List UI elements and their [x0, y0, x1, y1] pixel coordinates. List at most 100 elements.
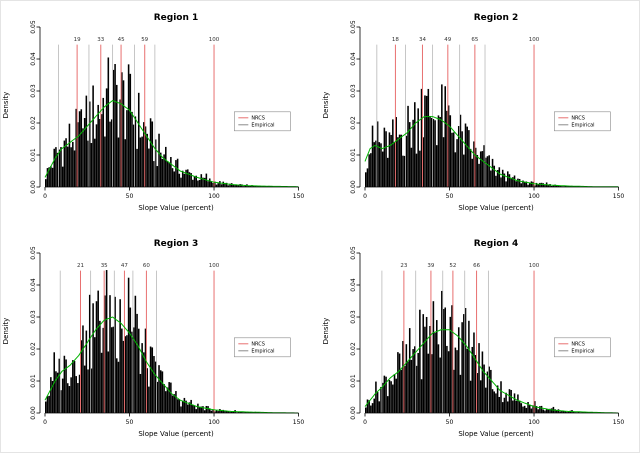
histogram-bars — [45, 270, 260, 413]
svg-text:150: 150 — [613, 193, 625, 200]
chart-region-1: Region 1 Density 19 33 45 59 100 0 50 100 150 0.0… — [1, 1, 321, 227]
chart-svg: 19 33 45 59 100 0 50 100 150 0.00 0.01 0.02 0.03 0.04… — [30, 20, 304, 200]
axes — [36, 252, 299, 417]
svg-text:65: 65 — [471, 37, 478, 43]
legend-entry-label: Empirical — [571, 123, 594, 129]
svg-text:66: 66 — [473, 263, 480, 269]
svg-text:150: 150 — [293, 193, 305, 200]
svg-text:100: 100 — [528, 419, 540, 426]
svg-text:0.00: 0.00 — [30, 180, 37, 194]
svg-text:0.01: 0.01 — [350, 148, 357, 162]
histogram-bars — [365, 290, 594, 413]
threshold-labels: 21 35 47 60 100 — [77, 263, 220, 269]
svg-text:0.02: 0.02 — [350, 116, 357, 130]
tick-labels: 0 50 100 150 0.00 0.01 0.02 0.03 0.04 0.05 — [350, 246, 624, 426]
nrcs-lines — [76, 44, 215, 187]
chart-svg: 23 39 52 66 100 0 50 100 150 0.00 0.01 0.02 0.03 0.04… — [350, 246, 624, 426]
svg-text:100: 100 — [529, 263, 540, 269]
svg-text:100: 100 — [208, 193, 220, 200]
x-axis-label: Slope Value (percent) — [458, 204, 534, 212]
density-curve — [44, 316, 299, 414]
svg-text:45: 45 — [118, 37, 125, 43]
svg-text:0.03: 0.03 — [350, 310, 357, 324]
axes — [36, 26, 299, 191]
svg-text:49: 49 — [444, 37, 451, 43]
svg-text:100: 100 — [209, 37, 220, 43]
svg-text:0: 0 — [43, 419, 47, 426]
svg-text:0.05: 0.05 — [30, 20, 37, 34]
svg-text:0.04: 0.04 — [30, 278, 37, 292]
svg-text:60: 60 — [143, 263, 150, 269]
svg-text:0.02: 0.02 — [30, 342, 37, 356]
svg-text:0: 0 — [363, 193, 367, 200]
svg-text:0.02: 0.02 — [350, 342, 357, 356]
legend-entry-label: NRCS — [571, 116, 585, 122]
legend-entry-label: Empirical — [251, 123, 274, 129]
svg-text:50: 50 — [446, 419, 454, 426]
x-axis-label: Slope Value (percent) — [458, 430, 534, 438]
svg-text:50: 50 — [446, 193, 454, 200]
tick-labels: 0 50 100 150 0.00 0.01 0.02 0.03 0.04 0.05 — [30, 246, 304, 426]
chart-title: Region 3 — [153, 239, 199, 249]
legend-entry-label: NRCS — [251, 342, 265, 348]
svg-text:0: 0 — [43, 193, 47, 200]
empirical-lines — [381, 270, 489, 413]
svg-text:100: 100 — [529, 37, 540, 43]
svg-text:150: 150 — [613, 419, 625, 426]
legend-entry-label: NRCS — [571, 342, 585, 348]
legend-entry-label: Empirical — [251, 349, 274, 355]
empirical-lines — [58, 44, 156, 187]
svg-text:0.05: 0.05 — [350, 246, 357, 260]
chart-region-4: Region 4 Density 23 39 52 66 100 0 50 100 150 0.0… — [321, 227, 640, 453]
chart-title: Region 1 — [153, 13, 199, 23]
nrcs-lines — [79, 270, 215, 413]
axes — [356, 26, 619, 191]
nrcs-lines — [394, 44, 535, 187]
threshold-labels: 23 39 52 66 100 — [400, 263, 539, 269]
histogram-bars — [365, 84, 580, 187]
svg-text:19: 19 — [74, 37, 81, 43]
svg-text:0.03: 0.03 — [30, 84, 37, 98]
svg-text:0.01: 0.01 — [30, 148, 37, 162]
tick-labels: 0 50 100 150 0.00 0.01 0.02 0.03 0.04 0.05 — [30, 20, 304, 200]
svg-text:100: 100 — [528, 193, 540, 200]
density-curve — [364, 329, 619, 414]
empirical-lines — [59, 270, 157, 413]
svg-text:50: 50 — [126, 419, 134, 426]
svg-text:0.04: 0.04 — [350, 52, 357, 66]
svg-text:47: 47 — [121, 263, 128, 269]
chart-svg: 21 35 47 60 100 0 50 100 150 0.00 0.01 0.02 0.03 0.04… — [30, 246, 304, 426]
svg-text:100: 100 — [208, 419, 220, 426]
svg-text:0: 0 — [363, 419, 367, 426]
chart-region-3: Region 3 Density 21 35 47 60 100 0 50 100 150 0.0… — [1, 227, 321, 453]
threshold-labels: 19 33 45 59 100 — [74, 37, 220, 43]
x-axis-label: Slope Value (percent) — [138, 430, 214, 438]
svg-text:0.03: 0.03 — [30, 310, 37, 324]
svg-text:0.03: 0.03 — [350, 84, 357, 98]
density-curve — [44, 100, 299, 188]
density-curve — [364, 116, 619, 188]
svg-text:50: 50 — [126, 193, 134, 200]
chart-svg: 18 34 49 65 100 0 50 100 150 0.00 0.01 0.02 0.03 0.04… — [350, 20, 624, 200]
svg-text:39: 39 — [427, 263, 434, 269]
axes — [356, 252, 619, 417]
threshold-labels: 18 34 49 65 100 — [392, 37, 540, 43]
svg-text:150: 150 — [293, 419, 305, 426]
svg-text:0.02: 0.02 — [30, 116, 37, 130]
tick-labels: 0 50 100 150 0.00 0.01 0.02 0.03 0.04 0.05 — [350, 20, 624, 200]
svg-text:59: 59 — [141, 37, 148, 43]
svg-text:21: 21 — [77, 263, 84, 269]
chart-title: Region 2 — [473, 13, 519, 23]
svg-text:18: 18 — [392, 37, 399, 43]
svg-text:0.00: 0.00 — [350, 180, 357, 194]
svg-text:0.01: 0.01 — [350, 374, 357, 388]
nrcs-lines — [403, 270, 535, 413]
svg-text:52: 52 — [449, 263, 456, 269]
svg-text:0.01: 0.01 — [30, 374, 37, 388]
svg-text:0.05: 0.05 — [350, 20, 357, 34]
